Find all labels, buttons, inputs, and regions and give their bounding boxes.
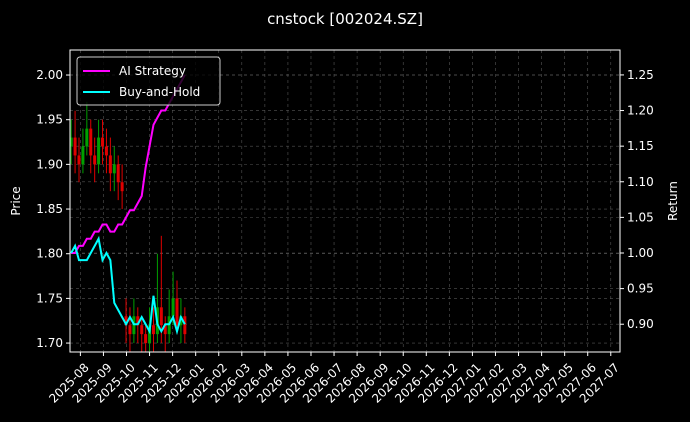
y-tick-label: 2.00 bbox=[36, 68, 63, 82]
candle-body bbox=[77, 155, 81, 165]
y2-tick-label: 0.95 bbox=[627, 282, 654, 296]
candle-body bbox=[171, 298, 175, 317]
y-tick-label: 1.70 bbox=[36, 336, 63, 350]
plot-frame bbox=[69, 49, 621, 353]
legend-box bbox=[76, 56, 221, 106]
candle-body bbox=[148, 325, 152, 344]
candle-body bbox=[124, 316, 128, 326]
y2-tick-label: 0.90 bbox=[627, 317, 654, 331]
y2-tick-label: 1.25 bbox=[627, 68, 654, 82]
y2-tick-label: 1.10 bbox=[627, 175, 654, 189]
candle-body bbox=[104, 146, 108, 156]
candle-body bbox=[81, 146, 85, 165]
candle-body bbox=[128, 325, 132, 335]
candle-body bbox=[70, 137, 73, 147]
y-tick-label: 1.75 bbox=[36, 291, 63, 305]
y-tick-label: 1.90 bbox=[36, 157, 63, 171]
candle-body bbox=[136, 316, 140, 326]
chart-title: cnstock [002024.SZ] bbox=[267, 10, 423, 28]
candle-body bbox=[140, 325, 144, 335]
candle-body bbox=[159, 307, 163, 326]
y-axis-label: Price bbox=[9, 186, 23, 215]
line-series bbox=[71, 74, 186, 254]
candle-body bbox=[175, 298, 179, 326]
candle-body bbox=[116, 164, 120, 183]
candle-body bbox=[97, 137, 101, 165]
candle-body bbox=[151, 325, 155, 335]
candle-body bbox=[183, 316, 187, 335]
candle-body bbox=[101, 137, 105, 147]
candle-body bbox=[89, 128, 93, 156]
candle-body bbox=[112, 164, 116, 174]
line-series bbox=[70, 235, 186, 336]
candle-body bbox=[163, 325, 167, 335]
y-tick-label: 1.95 bbox=[36, 113, 63, 127]
candle-body bbox=[144, 334, 148, 344]
candle-body bbox=[108, 155, 112, 174]
legend-label: AI Strategy bbox=[119, 64, 186, 78]
y2-tick-label: 1.15 bbox=[627, 139, 654, 153]
y2-tick-label: 1.20 bbox=[627, 104, 654, 118]
candle-body bbox=[93, 155, 97, 165]
candle-body bbox=[73, 137, 77, 156]
candle-body bbox=[120, 182, 124, 192]
y-tick-label: 1.80 bbox=[36, 247, 63, 261]
legend-label: Buy-and-Hold bbox=[119, 85, 200, 99]
y2-axis-label: Return bbox=[666, 181, 680, 221]
y-tick-label: 1.85 bbox=[36, 202, 63, 216]
candle-body bbox=[85, 128, 89, 147]
plot bbox=[70, 74, 187, 352]
y2-tick-label: 1.00 bbox=[627, 246, 654, 260]
y2-tick-label: 1.05 bbox=[627, 210, 654, 224]
